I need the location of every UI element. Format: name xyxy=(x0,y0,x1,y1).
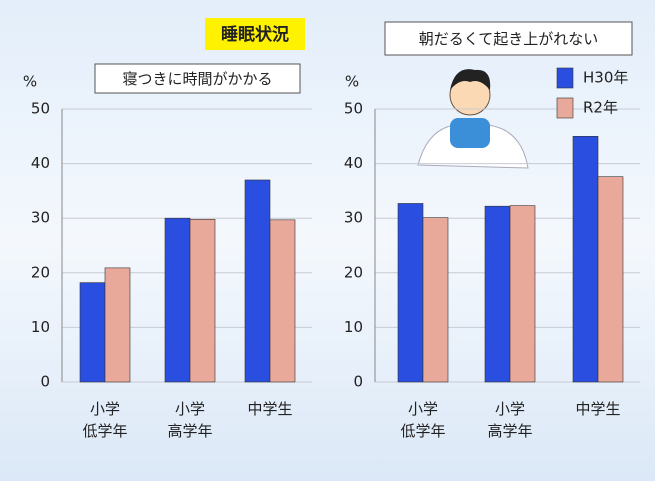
bar xyxy=(79,282,106,383)
y-tick-label: 40 xyxy=(31,154,50,172)
subtitle-box xyxy=(384,21,633,56)
x-tick-label: 小学 高学年 xyxy=(167,400,213,440)
y-tick-label: 30 xyxy=(31,209,50,227)
y-tick-label: 20 xyxy=(31,263,50,281)
bar xyxy=(269,219,296,383)
bar xyxy=(572,136,599,383)
y-tick-label: 0 xyxy=(40,373,50,391)
y-tick-label: 40 xyxy=(344,154,363,172)
chart-title: 朝だるくて起き上がれない xyxy=(419,30,599,48)
y-tick-label: 30 xyxy=(344,209,363,227)
title-box xyxy=(205,18,305,50)
main-title: 睡眠状況 xyxy=(221,24,289,45)
legend-label: R2年 xyxy=(583,99,618,117)
bar xyxy=(597,176,624,383)
y-tick-label: 10 xyxy=(344,318,363,336)
bar xyxy=(509,205,536,383)
bar xyxy=(397,203,424,383)
illustration xyxy=(417,69,529,169)
legend-swatch xyxy=(556,67,574,89)
bar xyxy=(484,205,511,383)
x-tick-label: 小学 高学年 xyxy=(487,400,533,440)
y-axis-label: % xyxy=(23,73,37,91)
x-tick-label: 中学生 xyxy=(247,400,293,418)
bar xyxy=(164,217,191,383)
y-tick-label: 50 xyxy=(31,100,50,118)
bar xyxy=(189,218,216,383)
y-axis-label: % xyxy=(345,73,359,91)
chart-title: 寝つきに時間がかかる xyxy=(122,70,272,88)
bar xyxy=(422,217,449,383)
legend-swatch xyxy=(556,97,574,119)
y-tick-label: 20 xyxy=(344,263,363,281)
x-tick-label: 小学 低学年 xyxy=(82,400,128,440)
y-tick-label: 10 xyxy=(31,318,50,336)
y-tick-label: 50 xyxy=(344,100,363,118)
x-tick-label: 小学 低学年 xyxy=(400,400,446,440)
legend-label: H30年 xyxy=(583,69,628,87)
bar xyxy=(244,179,271,383)
bar xyxy=(104,267,131,383)
subtitle-box xyxy=(94,63,301,94)
x-tick-label: 中学生 xyxy=(575,400,621,418)
y-tick-label: 0 xyxy=(353,373,363,391)
